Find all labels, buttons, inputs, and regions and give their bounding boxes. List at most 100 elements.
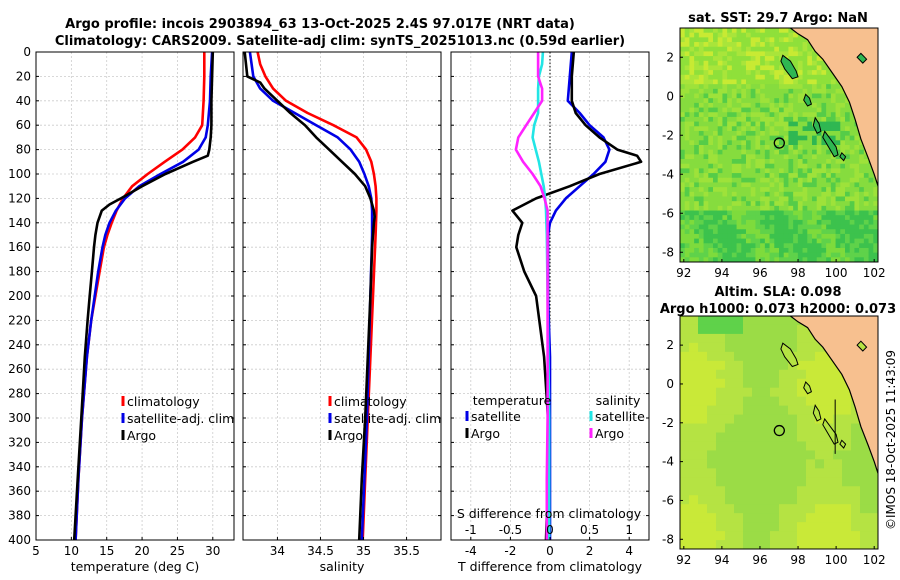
map-cell xyxy=(698,229,704,235)
map-cell xyxy=(727,233,733,239)
map-cell xyxy=(717,215,723,221)
map-cell xyxy=(859,224,865,230)
map-cell xyxy=(854,219,860,225)
map-cell xyxy=(816,74,822,80)
map-cell xyxy=(760,135,766,141)
map-cell xyxy=(689,84,695,90)
map-cell xyxy=(842,495,852,505)
map-cell xyxy=(863,177,869,183)
map-cell xyxy=(684,182,690,188)
map-cell xyxy=(779,504,789,514)
map-cell xyxy=(698,316,708,326)
map-cell xyxy=(722,84,728,90)
map-cell xyxy=(743,540,753,549)
map-cell xyxy=(694,107,700,113)
map-cell xyxy=(797,405,807,415)
map-cell xyxy=(770,432,780,442)
map-cell xyxy=(774,243,780,249)
map-cell xyxy=(770,459,780,469)
x-tick-label: 98 xyxy=(790,266,805,280)
map-cell xyxy=(703,135,709,141)
map-cell xyxy=(764,224,770,230)
map-cell xyxy=(722,121,728,127)
map-cell xyxy=(826,79,832,85)
map-cell xyxy=(731,79,737,85)
map-cell xyxy=(698,513,708,523)
map-cell xyxy=(833,522,843,532)
x-tick-label: 20 xyxy=(134,544,149,558)
map-cell xyxy=(797,531,807,541)
map-cell xyxy=(752,405,762,415)
map-cell xyxy=(873,257,878,262)
map-cell xyxy=(788,140,794,146)
map-cell xyxy=(760,46,766,52)
map-cell xyxy=(830,219,836,225)
map-cell xyxy=(826,229,832,235)
map-cell xyxy=(736,140,742,146)
map-cell xyxy=(797,159,803,165)
map-cell xyxy=(807,154,813,160)
map-cell xyxy=(746,121,752,127)
map-cell xyxy=(770,450,780,460)
map-cell xyxy=(797,468,807,478)
map-cell xyxy=(741,182,747,188)
series-line-temperature-argo xyxy=(511,52,643,540)
map-cell xyxy=(833,450,843,460)
map-cell xyxy=(716,387,726,398)
x-tick-label: 30 xyxy=(205,544,220,558)
map-cell xyxy=(779,126,785,132)
map-cell xyxy=(752,378,762,389)
map-cell xyxy=(815,432,825,442)
map-cell xyxy=(708,243,714,249)
map-cell xyxy=(821,238,827,244)
map-cell xyxy=(812,210,818,216)
map-cell xyxy=(849,252,855,258)
profile-panels: 0204060801001201401601802002202402602803… xyxy=(8,45,650,574)
map-cell xyxy=(760,205,766,211)
map-cell xyxy=(731,93,737,99)
map-cell xyxy=(716,378,726,389)
map-cell xyxy=(722,112,728,118)
map-cell xyxy=(698,414,708,424)
map-cell xyxy=(708,37,714,43)
x-tick-label: 96 xyxy=(752,553,767,567)
map-cell xyxy=(736,42,742,48)
map-cell xyxy=(746,257,752,262)
map-cell xyxy=(750,70,756,76)
map-cell xyxy=(746,252,752,258)
map-cell xyxy=(849,154,855,160)
map-cell xyxy=(769,93,775,99)
map-cell xyxy=(840,107,846,113)
map-cell xyxy=(750,163,756,169)
map-cell xyxy=(788,205,794,211)
map-cell xyxy=(816,56,822,62)
map-cell xyxy=(845,112,851,118)
map-cell xyxy=(842,396,852,407)
map-cell xyxy=(849,229,855,235)
x-tick-label: 0 xyxy=(546,544,554,558)
map-cell xyxy=(752,342,762,353)
map-cell xyxy=(703,84,709,90)
map-cell xyxy=(717,229,723,235)
map-cell xyxy=(783,88,789,94)
map-cell xyxy=(770,540,780,549)
map-cell xyxy=(707,531,717,541)
map-cell xyxy=(727,37,733,43)
map-cell xyxy=(774,70,780,76)
map-cell xyxy=(694,219,700,225)
map-cell xyxy=(830,191,836,197)
map-cell xyxy=(769,126,775,132)
map-cell xyxy=(779,182,785,188)
map-cell xyxy=(746,182,752,188)
map-cell xyxy=(797,378,807,389)
map-cell xyxy=(703,93,709,99)
map-cell xyxy=(713,65,719,71)
map-cell xyxy=(788,405,798,415)
map-cell xyxy=(854,140,860,146)
map-cell xyxy=(707,432,717,442)
map-cell xyxy=(731,102,737,108)
map-cell xyxy=(826,126,832,132)
map-cell xyxy=(713,93,719,99)
map-cell xyxy=(764,93,770,99)
map-cell xyxy=(684,74,690,80)
